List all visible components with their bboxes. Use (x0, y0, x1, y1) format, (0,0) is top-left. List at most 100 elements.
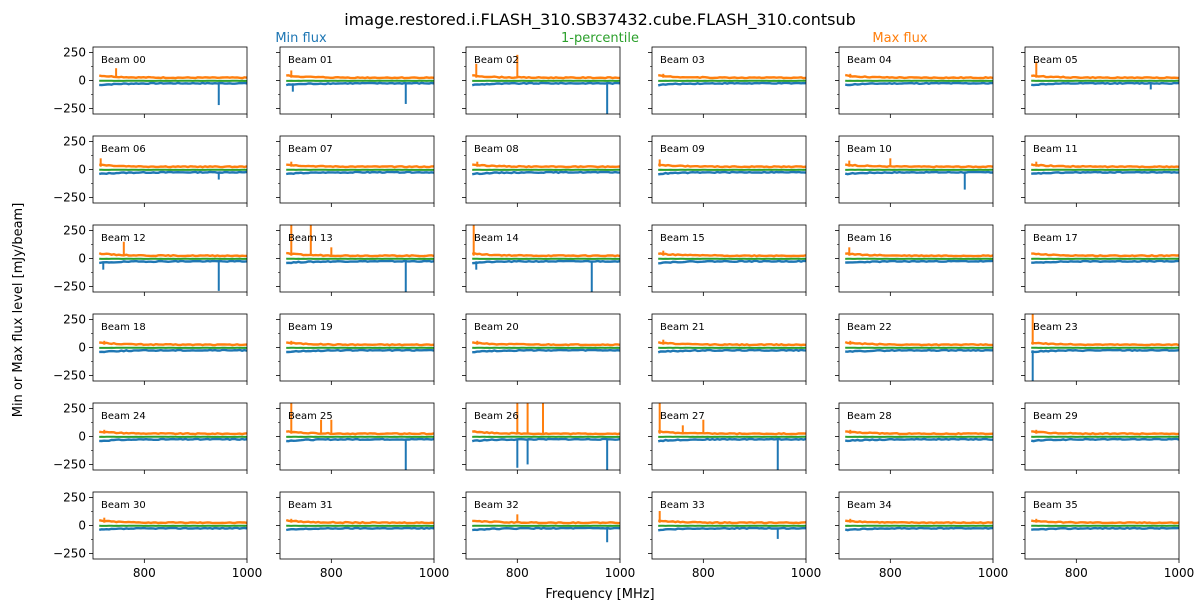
beam-label: Beam 19 (288, 322, 333, 333)
beam-label: Beam 09 (660, 144, 705, 155)
series-min-line (657, 437, 806, 443)
beam-label: Beam 03 (660, 55, 705, 66)
series-max-line (99, 430, 247, 436)
subplot-beam-11: Beam 11 (1021, 135, 1180, 207)
subplot-beam-04: Beam 04 (835, 46, 994, 118)
x-tick-label: 1000 (978, 566, 1009, 580)
subplot-beam-23: Beam 23 (1021, 313, 1180, 385)
series-min-line (845, 259, 993, 264)
series-min-line (658, 170, 806, 176)
subplot-beam-02: Beam 02 (462, 46, 621, 118)
subplot-beam-31: Beam 31 800 1000 (276, 491, 450, 580)
series-max-line (1030, 519, 1179, 525)
series-min-line (472, 259, 620, 265)
y-tick-label: 0 (78, 430, 86, 444)
subplot-beam-01: Beam 01 (276, 46, 435, 118)
subplot-beam-28: Beam 28 (835, 402, 994, 474)
subplot-beam-27: Beam 27 (648, 402, 807, 474)
series-max-line (472, 74, 620, 80)
subplot-grid: Beam 00 250 0 −250 Beam 01 Beam 02 Beam 03 Beam… (53, 46, 1194, 580)
x-tick-label: 1000 (232, 566, 263, 580)
subplot-beam-14: Beam 14 (462, 224, 621, 296)
legend-min-flux: Min flux (275, 31, 327, 46)
series-max-line (845, 519, 993, 525)
subplot-beam-21: Beam 21 (648, 313, 807, 385)
beam-label: Beam 28 (847, 411, 892, 422)
subplot-beam-19: Beam 19 (276, 313, 435, 385)
series-min-line (1031, 526, 1179, 531)
series-min-line (472, 526, 620, 532)
series-min-line (658, 259, 806, 265)
subplot-beam-00: Beam 00 250 0 −250 (53, 46, 248, 118)
series-max-line (658, 519, 806, 525)
series-max-line (286, 341, 434, 347)
y-tick-label: −250 (53, 279, 86, 293)
beam-label: Beam 29 (1033, 411, 1078, 422)
series-max-line (98, 519, 247, 525)
series-max-line (1031, 430, 1179, 436)
beam-label: Beam 13 (288, 233, 333, 244)
series-min-line (286, 437, 434, 443)
beam-label: Beam 26 (474, 411, 519, 422)
beam-label: Beam 21 (660, 322, 705, 333)
y-tick-label: 250 (63, 313, 86, 327)
x-axis-label: Frequency [MHz] (545, 587, 654, 600)
subplot-beam-03: Beam 03 (648, 46, 807, 118)
beam-label: Beam 22 (847, 322, 892, 333)
beam-label: Beam 30 (101, 500, 146, 511)
series-max-line (845, 73, 993, 80)
x-tick-label: 800 (506, 566, 529, 580)
beam-label: Beam 00 (101, 55, 146, 66)
subplot-beam-33: Beam 33 800 1000 (648, 491, 822, 580)
beam-label: Beam 02 (474, 55, 519, 66)
series-max-line (472, 163, 620, 169)
series-max-line (1031, 252, 1179, 258)
subplot-beam-05: Beam 05 (1021, 46, 1180, 118)
series-max-line (99, 341, 247, 347)
beam-label: Beam 34 (847, 500, 892, 511)
legend-1-percentile: 1-percentile (561, 31, 639, 46)
y-axis-label: Min or Max flux level [mJy/beam] (11, 203, 26, 418)
beam-label: Beam 24 (101, 411, 146, 422)
series-max-line (657, 341, 806, 347)
subplot-beam-09: Beam 09 (648, 135, 807, 207)
beam-label: Beam 08 (474, 144, 519, 155)
y-tick-label: 0 (78, 74, 86, 88)
beam-label: Beam 33 (660, 500, 705, 511)
subplot-beam-20: Beam 20 (462, 313, 621, 385)
series-min-line (472, 348, 620, 354)
subplot-beam-34: Beam 34 800 1000 (835, 491, 1009, 580)
x-tick-label: 800 (1065, 566, 1088, 580)
subplot-beam-35: Beam 35 800 1000 (1021, 491, 1195, 580)
beam-label: Beam 04 (847, 55, 892, 66)
series-min-line (1031, 259, 1179, 264)
y-tick-label: 250 (63, 46, 86, 60)
series-max-line (658, 252, 806, 258)
x-tick-label: 1000 (1164, 566, 1195, 580)
series-max-line (658, 430, 806, 436)
series-max-line (471, 341, 620, 347)
series-max-line (286, 430, 434, 436)
beam-label: Beam 15 (660, 233, 705, 244)
beam-label: Beam 01 (288, 55, 333, 66)
beam-label: Beam 35 (1033, 500, 1078, 511)
subplot-beam-10: Beam 10 (835, 135, 994, 207)
y-tick-label: 0 (78, 519, 86, 533)
series-min-line (99, 437, 247, 443)
series-max-line (1031, 74, 1179, 80)
subplot-beam-12: Beam 12 250 0 −250 (53, 224, 248, 296)
series-max-line (99, 163, 247, 169)
series-max-line (98, 74, 247, 80)
subplot-beam-13: Beam 13 (276, 224, 435, 296)
series-max-line (844, 340, 993, 347)
y-tick-label: 0 (78, 163, 86, 177)
x-tick-label: 1000 (791, 566, 822, 580)
beam-label: Beam 10 (847, 144, 892, 155)
x-tick-label: 1000 (419, 566, 450, 580)
x-tick-label: 800 (692, 566, 715, 580)
y-tick-label: −250 (53, 101, 86, 115)
series-max-line (285, 518, 434, 525)
series-min-line (844, 526, 993, 532)
series-min-line (1031, 348, 1179, 354)
subplot-beam-17: Beam 17 (1021, 224, 1180, 296)
